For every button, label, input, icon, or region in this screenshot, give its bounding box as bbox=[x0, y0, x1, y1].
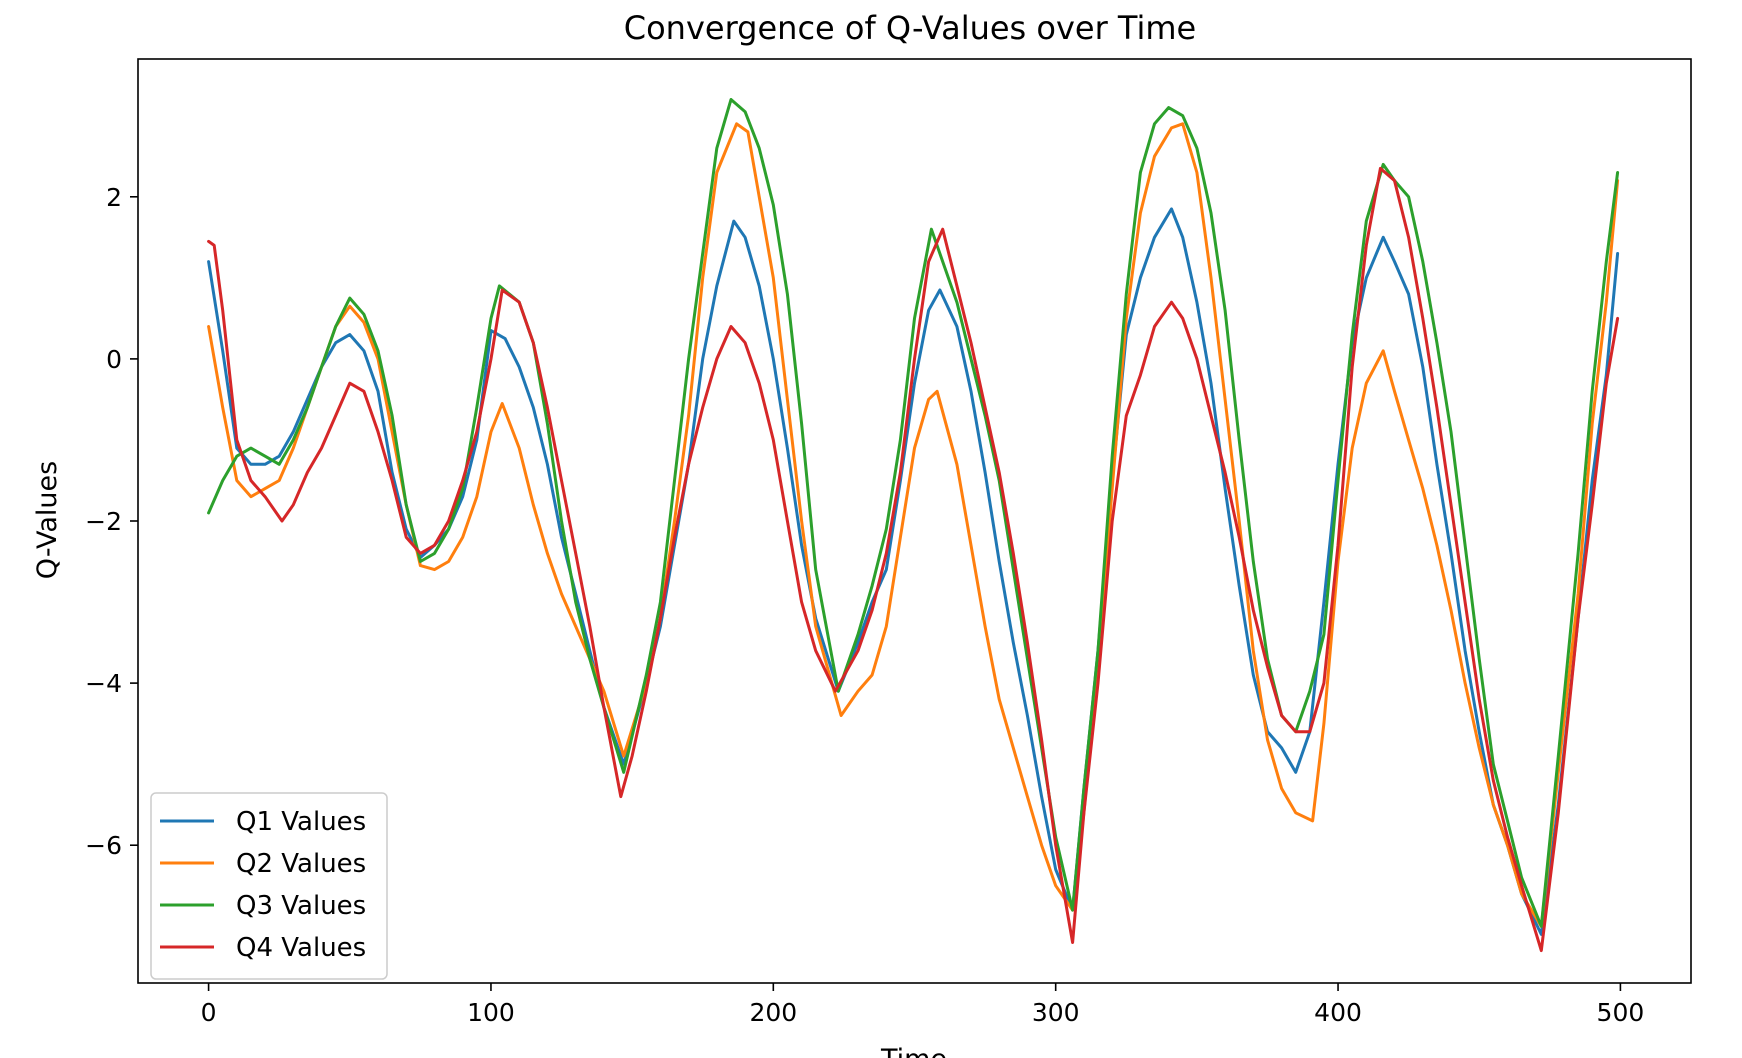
y-tick-label: 2 bbox=[106, 183, 122, 212]
y-axis: 2 0 −2 −4 −6 bbox=[85, 183, 138, 860]
series-line-q2 bbox=[207, 122, 1620, 928]
legend-label-q4: Q4 Values bbox=[236, 933, 366, 963]
legend-label-q3: Q3 Values bbox=[236, 891, 366, 921]
legend-label-q2: Q2 Values bbox=[236, 849, 366, 879]
y-tick-label: −6 bbox=[85, 831, 122, 860]
x-tick-label: 500 bbox=[1597, 998, 1645, 1027]
y-tick-label: 0 bbox=[106, 345, 122, 374]
x-axis: 0 100 200 300 400 500 bbox=[201, 983, 1645, 1027]
y-tick-label: −2 bbox=[85, 507, 122, 536]
x-tick-label: 200 bbox=[749, 998, 797, 1027]
x-tick-label: 300 bbox=[1032, 998, 1080, 1027]
legend-box bbox=[150, 792, 388, 980]
y-tick-label: −4 bbox=[85, 669, 122, 698]
series-layer bbox=[207, 98, 1620, 953]
x-tick-label: 400 bbox=[1314, 998, 1362, 1027]
series-line-q4 bbox=[207, 166, 1620, 953]
y-axis-label: Q-Values bbox=[32, 461, 63, 579]
x-tick-label: 100 bbox=[467, 998, 515, 1027]
chart-title: Convergence of Q-Values over Time bbox=[624, 9, 1196, 47]
x-tick-label: 0 bbox=[201, 998, 217, 1027]
legend: Q1 Values Q2 Values Q3 Values Q4 Values bbox=[150, 792, 388, 980]
legend-label-q1: Q1 Values bbox=[236, 807, 366, 837]
x-axis-label: Time bbox=[880, 1044, 947, 1058]
